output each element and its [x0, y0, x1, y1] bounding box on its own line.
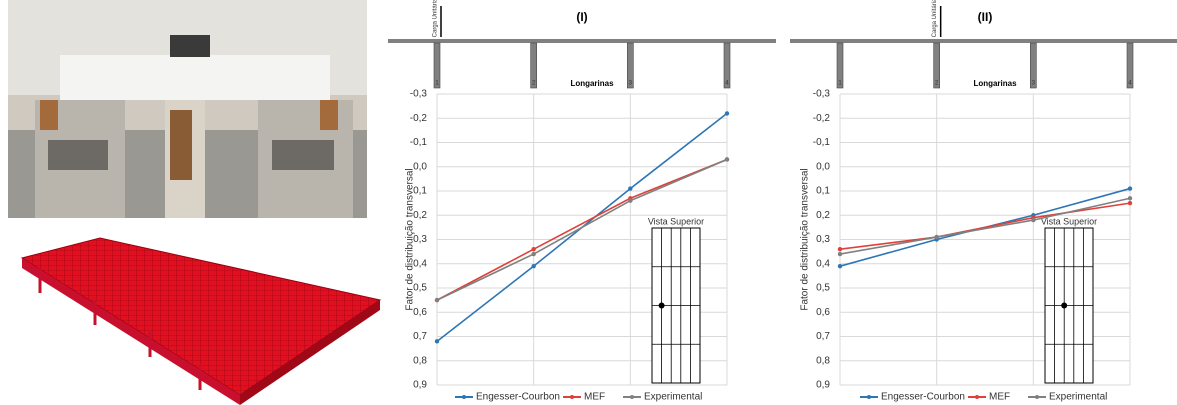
- y-tick-label: 0,3: [816, 234, 830, 245]
- point: [837, 247, 843, 252]
- legend-label: Experimental: [1049, 392, 1107, 403]
- point: [434, 339, 440, 344]
- y-tick-label: 0,5: [413, 283, 427, 294]
- y-tick-label: 0,0: [413, 161, 427, 172]
- point: [1031, 217, 1036, 223]
- x-axis-title: Longarinas: [570, 79, 614, 88]
- y-tick-label: -0,2: [813, 113, 831, 124]
- girder: [1030, 42, 1037, 89]
- point: [1127, 186, 1133, 191]
- legend-marker: [1035, 395, 1039, 399]
- series-line: [436, 158, 728, 301]
- inset-load: [1061, 302, 1068, 309]
- girder: [433, 42, 441, 89]
- x-tick-label: 4: [725, 81, 729, 87]
- y-tick-label: 0,0: [816, 161, 830, 172]
- point: [837, 251, 843, 257]
- point: [934, 234, 939, 240]
- y-tick-label: 0,9: [413, 380, 427, 391]
- fe-mesh: [20, 237, 382, 405]
- series-line: [839, 202, 1131, 250]
- inset-label: Vista Superior: [1041, 216, 1097, 226]
- deck: [388, 39, 776, 43]
- legend-marker: [570, 395, 574, 399]
- y-tick-label: 0,2: [816, 210, 830, 221]
- point: [1127, 200, 1133, 206]
- y-tick-label: -0,3: [813, 89, 831, 100]
- chart-title: (II): [978, 10, 993, 24]
- point: [434, 297, 440, 303]
- load-label: Carga Unitária: [932, 0, 938, 37]
- inset-label: Vista Superior: [648, 216, 704, 226]
- y-tick-label: 0,3: [413, 234, 427, 245]
- y-tick-label: 0,6: [816, 307, 830, 318]
- x-tick-label: 1: [838, 81, 842, 87]
- legend-marker: [975, 395, 979, 399]
- girder: [1126, 42, 1134, 89]
- legend-label: MEF: [584, 392, 605, 403]
- point: [837, 263, 843, 269]
- point: [1127, 196, 1133, 201]
- y-tick-label: -0,1: [410, 137, 428, 148]
- point: [628, 186, 633, 191]
- girder: [723, 42, 731, 89]
- x-tick-label: 3: [1032, 81, 1036, 87]
- y-tick-label: 0,6: [413, 307, 427, 318]
- y-tick-label: -0,2: [410, 113, 428, 124]
- y-axis-title: Fator de distribuição transversal: [405, 168, 416, 310]
- legend-label: Engesser-Courbon: [476, 392, 560, 403]
- y-tick-label: 0,1: [413, 186, 427, 197]
- y-tick-label: 0,5: [816, 283, 830, 294]
- y-tick-label: 0,1: [816, 186, 830, 197]
- legend-marker: [462, 395, 466, 399]
- x-tick-label: 2: [532, 81, 536, 87]
- y-tick-label: 0,4: [413, 258, 427, 269]
- deck: [790, 39, 1177, 43]
- x-tick-label: 4: [1128, 81, 1132, 87]
- point: [724, 111, 730, 116]
- y-tick-label: 0,8: [816, 355, 830, 366]
- x-tick-label: 1: [435, 81, 439, 87]
- girder: [836, 42, 844, 89]
- y-tick-label: 0,9: [816, 380, 830, 391]
- y-tick-label: 0,7: [816, 331, 830, 342]
- girder: [530, 42, 537, 89]
- x-tick-label: 2: [935, 81, 939, 87]
- point: [628, 198, 633, 203]
- legend-marker: [630, 395, 634, 399]
- chart-title: (I): [576, 10, 587, 24]
- girder: [933, 42, 940, 89]
- y-tick-label: 0,2: [413, 210, 427, 221]
- x-axis-title: Longarinas: [973, 79, 1017, 88]
- y-tick-label: 0,8: [413, 355, 427, 366]
- legend-label: Engesser-Courbon: [881, 392, 965, 403]
- y-axis-title: Fator de distribuição transversal: [800, 168, 811, 310]
- legend-label: MEF: [989, 392, 1010, 403]
- y-tick-label: -0,3: [410, 89, 428, 100]
- point: [531, 263, 536, 269]
- legend-label: Experimental: [644, 392, 702, 403]
- series-line: [436, 158, 728, 301]
- load-label: Carga Unitária: [433, 0, 439, 37]
- point: [531, 247, 536, 252]
- legend-marker: [867, 395, 871, 399]
- series-line: [839, 197, 1131, 255]
- point: [724, 157, 730, 162]
- girder: [627, 42, 634, 89]
- inset-load: [658, 302, 665, 309]
- x-tick-label: 3: [629, 81, 633, 87]
- y-tick-label: 0,7: [413, 331, 427, 342]
- y-tick-label: -0,1: [813, 137, 831, 148]
- y-tick-label: 0,4: [816, 258, 830, 269]
- photo: [8, 0, 367, 218]
- point: [531, 251, 536, 257]
